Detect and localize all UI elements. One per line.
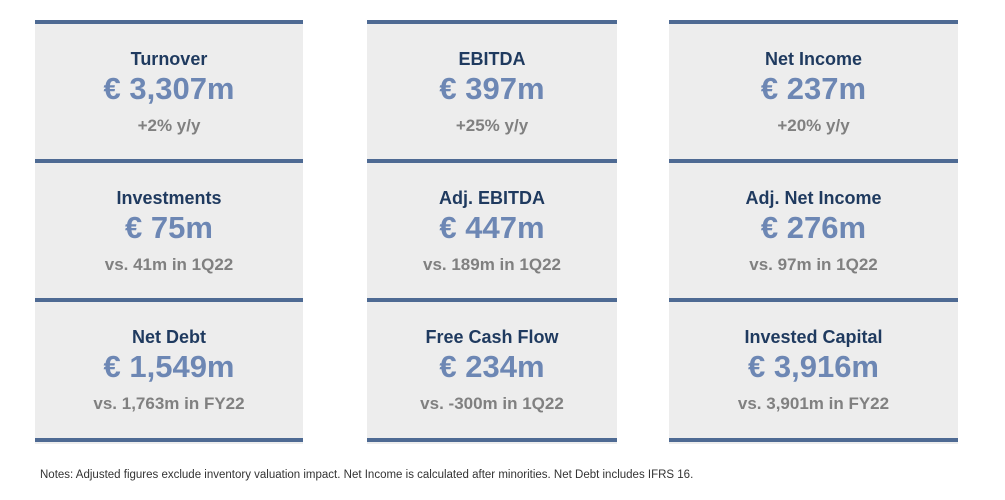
divider-bar [669, 298, 958, 302]
kpi-comparison: vs. 41m in 1Q22 [104, 255, 234, 274]
kpi-card-adj-ebitda: Adj. EBITDA € 447m vs. 189m in 1Q22 [367, 163, 617, 298]
divider-bar [367, 20, 617, 24]
kpi-value: € 75m [125, 210, 213, 245]
kpi-title: Invested Capital [744, 327, 883, 347]
kpi-column-3: Net Income € 237m +20% y/y Adj. Net Inco… [669, 20, 958, 444]
divider-bar [367, 298, 617, 302]
kpi-card-invested-capital: Invested Capital € 3,916m vs. 3,901m in … [669, 302, 958, 437]
kpi-comparison: vs. 3,901m in FY22 [737, 394, 890, 413]
kpi-title: Turnover [130, 49, 208, 69]
kpi-card-adj-net-income: Adj. Net Income € 276m vs. 97m in 1Q22 [669, 163, 958, 298]
divider-bar [669, 159, 958, 163]
kpi-title: Net Income [764, 49, 863, 69]
divider-bar [367, 438, 617, 442]
kpi-title: EBITDA [458, 49, 526, 69]
kpi-comparison: vs. 1,763m in FY22 [93, 394, 245, 413]
kpi-comparison: vs. 97m in 1Q22 [749, 255, 878, 274]
kpi-card-net-debt: Net Debt € 1,549m vs. 1,763m in FY22 [35, 302, 303, 437]
kpi-title: Net Debt [131, 327, 206, 347]
kpi-title: Investments [116, 188, 222, 208]
kpi-comparison: +20% y/y [777, 116, 850, 135]
kpi-title: Adj. Net Income [745, 188, 882, 208]
kpi-value: € 1,549m [103, 349, 235, 384]
kpi-card-net-income: Net Income € 237m +20% y/y [669, 24, 958, 159]
kpi-comparison: +2% y/y [137, 116, 201, 135]
kpi-card-turnover: Turnover € 3,307m +2% y/y [35, 24, 303, 159]
divider-bar [35, 438, 303, 442]
divider-bar [669, 438, 958, 442]
kpi-column-1: Turnover € 3,307m +2% y/y Investments € … [35, 20, 303, 444]
kpi-comparison: vs. 189m in 1Q22 [423, 255, 561, 274]
kpi-card-investments: Investments € 75m vs. 41m in 1Q22 [35, 163, 303, 298]
kpi-value: € 3,307m [103, 71, 235, 106]
kpi-value: € 234m [439, 349, 545, 384]
kpi-title: Free Cash Flow [425, 327, 559, 347]
footnote: Notes: Adjusted figures exclude inventor… [40, 469, 694, 481]
kpi-card-ebitda: EBITDA € 397m +25% y/y [367, 24, 617, 159]
kpi-comparison: vs. -300m in 1Q22 [420, 394, 564, 413]
kpi-value: € 276m [760, 210, 867, 245]
kpi-value: € 397m [439, 71, 545, 106]
divider-bar [367, 159, 617, 163]
kpi-title: Adj. EBITDA [439, 188, 545, 208]
kpi-comparison: +25% y/y [455, 116, 529, 135]
kpi-column-2: EBITDA € 397m +25% y/y Adj. EBITDA € 447… [367, 20, 617, 444]
divider-bar [35, 20, 303, 24]
divider-bar [35, 159, 303, 163]
kpi-card-free-cash-flow: Free Cash Flow € 234m vs. -300m in 1Q22 [367, 302, 617, 437]
kpi-value: € 237m [760, 71, 867, 106]
divider-bar [669, 20, 958, 24]
kpi-value: € 447m [439, 210, 545, 245]
kpi-value: € 3,916m [748, 349, 879, 384]
divider-bar [35, 298, 303, 302]
